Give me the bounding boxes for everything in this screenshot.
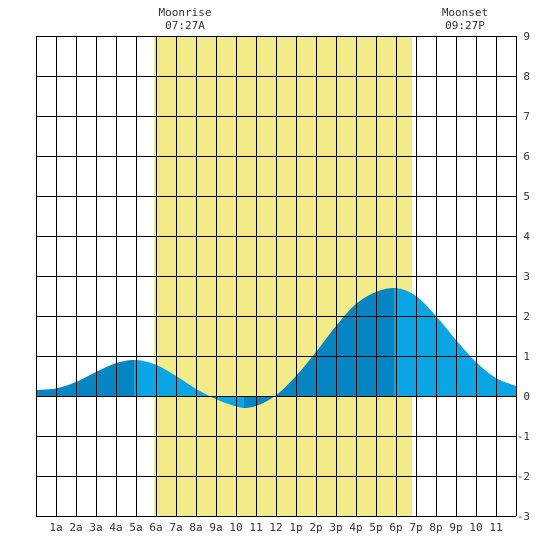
moon-annotations: Moonrise 07:27A Moonset 09:27P	[159, 6, 489, 32]
x-tick-label: 2a	[69, 521, 82, 534]
x-tick-label: 11	[489, 521, 502, 534]
x-tick-label: 9a	[209, 521, 222, 534]
y-tick-label: -2	[517, 470, 530, 483]
x-tick-label: 10	[469, 521, 482, 534]
x-tick-label: 4p	[349, 521, 362, 534]
x-tick-label: 5p	[369, 521, 382, 534]
x-tick-label: 3a	[89, 521, 102, 534]
y-tick-label: 4	[523, 230, 530, 243]
x-tick-label: 2p	[309, 521, 322, 534]
y-tick-label: 8	[523, 70, 530, 83]
x-axis-labels: 1a 2a 3a 4a 5a 6a 7a 8a 9a 10 11 12 1p 2p 3p 4p 5p 6p 7p 8p…	[49, 521, 502, 534]
x-tick-label: 6p	[389, 521, 402, 534]
y-tick-label: 1	[523, 350, 530, 363]
grid-lines	[36, 36, 517, 517]
x-tick-label: 12	[269, 521, 282, 534]
moonrise-time: 07:27A	[165, 19, 205, 32]
y-tick-label: 6	[523, 150, 530, 163]
y-tick-label: 5	[523, 190, 530, 203]
x-tick-label: 8p	[429, 521, 442, 534]
y-tick-label: 2	[523, 310, 530, 323]
moonrise-title: Moonrise	[159, 6, 212, 19]
moonset-title: Moonset	[442, 6, 488, 19]
tide-segment-1	[36, 360, 134, 396]
x-tick-label: 9p	[449, 521, 462, 534]
x-tick-label: 3p	[329, 521, 342, 534]
x-tick-label: 5a	[129, 521, 142, 534]
y-tick-label: 7	[523, 110, 530, 123]
y-axis-labels: -3 -2 -1 0 1 2 3 4 5 6 7 8 9	[517, 30, 531, 523]
y-tick-label: -3	[517, 510, 530, 523]
x-tick-label: 1p	[289, 521, 302, 534]
x-tick-label: 10	[229, 521, 242, 534]
y-tick-label: 9	[523, 30, 530, 43]
x-tick-label: 7p	[409, 521, 422, 534]
x-tick-label: 1a	[49, 521, 62, 534]
tide-segment-4	[394, 288, 516, 396]
x-tick-label: 4a	[109, 521, 122, 534]
moonset-time: 09:27P	[445, 19, 485, 32]
y-tick-label: 3	[523, 270, 530, 283]
x-tick-label: 7a	[169, 521, 182, 534]
y-tick-label: 0	[523, 390, 530, 403]
x-tick-label: 6a	[149, 521, 162, 534]
x-tick-label: 8a	[189, 521, 202, 534]
x-tick-label: 11	[249, 521, 262, 534]
y-tick-label: -1	[517, 430, 530, 443]
